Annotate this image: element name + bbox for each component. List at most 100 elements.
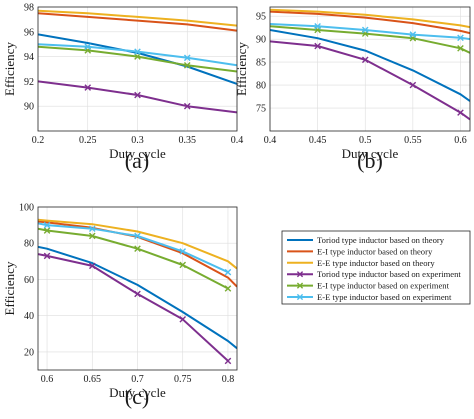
marker-stroke xyxy=(84,84,92,91)
data-point-marker xyxy=(457,109,464,116)
series-line xyxy=(38,222,229,274)
legend-marker xyxy=(296,271,304,278)
data-point-marker xyxy=(134,232,141,240)
marker-stroke xyxy=(179,315,187,323)
data-point-marker xyxy=(134,91,141,99)
marker-stroke xyxy=(88,262,96,270)
data-point-marker xyxy=(179,261,187,269)
marker-stroke xyxy=(409,81,417,89)
series-line xyxy=(38,253,229,362)
series-line xyxy=(38,245,237,350)
y-axis-label: Efficiency xyxy=(2,261,17,315)
data-point-marker xyxy=(409,81,417,89)
panel-label: (b) xyxy=(357,148,383,173)
data-point-marker xyxy=(224,285,232,292)
chart-panel-3: 0.6 0.65 0.7 0.75 0.8 20 40 60 80 100 Duty cycle Ef… xyxy=(2,203,238,409)
y-tick-label: 100 xyxy=(19,203,34,214)
data-point-marker xyxy=(134,48,141,55)
data-point-marker xyxy=(183,54,191,62)
plot-frame xyxy=(269,6,471,132)
series-line xyxy=(38,227,229,290)
series-group xyxy=(38,218,237,270)
series-group xyxy=(38,80,237,114)
legend-label: E-E type inductor based on theory xyxy=(317,258,435,268)
marker-stroke xyxy=(224,357,232,365)
x-tick-label: 0.5 xyxy=(359,135,372,146)
marker-stroke xyxy=(457,34,464,42)
y-tick-label: 92 xyxy=(24,77,34,88)
legend-entry: Toriod type inductor based on theory xyxy=(287,235,445,245)
series-group xyxy=(38,221,232,276)
y-axis-label: Efficiency xyxy=(2,42,17,96)
legend: Toriod type inductor based on theoryE-I … xyxy=(281,230,471,305)
series-group xyxy=(38,33,237,85)
x-tick-label: 0.6 xyxy=(41,374,54,385)
y-tick-label: 90 xyxy=(256,35,266,46)
x-tick-label: 0.8 xyxy=(222,374,235,385)
series-group xyxy=(38,227,232,292)
x-tick-label: 0.4 xyxy=(231,135,244,146)
data-point-marker xyxy=(361,26,369,34)
marker-stroke xyxy=(361,26,369,34)
data-point-marker xyxy=(224,357,232,365)
marker-stroke xyxy=(361,56,369,64)
chart-panel-1: 0.2 0.25 0.3 0.35 0.4 90 92 94 96 98 Duty cycle Eff… xyxy=(2,3,243,174)
marker-stroke xyxy=(457,109,464,116)
legend-entry: Toriod type inductor based on experiment xyxy=(287,269,461,279)
series-line xyxy=(38,218,237,270)
legend-marker xyxy=(296,293,304,301)
panel-label: (a) xyxy=(125,148,149,173)
marker-stroke xyxy=(134,245,141,252)
x-tick-label: 0.2 xyxy=(32,135,45,146)
data-point-marker xyxy=(179,315,187,323)
legend-label: E-E type inductor based on experiment xyxy=(317,292,452,302)
marker-stroke xyxy=(88,232,96,240)
series-line xyxy=(38,9,237,27)
series-group xyxy=(38,245,237,350)
series-group xyxy=(270,40,470,121)
legend-entry: E-E type inductor based on experiment xyxy=(287,292,452,302)
marker-stroke xyxy=(134,290,141,298)
legend-marker xyxy=(296,282,304,289)
marker-stroke xyxy=(409,31,417,38)
marker-stroke xyxy=(43,221,51,229)
y-tick-label: 75 xyxy=(256,104,266,115)
data-point-marker xyxy=(314,22,321,30)
x-axis-label: Duty cycle xyxy=(109,146,166,161)
legend-label: E-I type inductor based on theory xyxy=(317,246,433,256)
data-point-marker xyxy=(361,56,369,64)
x-axis-label: Duty cycle xyxy=(342,146,399,161)
legend-label: E-I type inductor based on experiment xyxy=(317,281,450,291)
data-point-marker xyxy=(183,102,191,110)
legend-label: Toriod type inductor based on experiment xyxy=(317,269,461,279)
chart-panel-2: 0.4 0.45 0.5 0.55 0.6 75 80 85 90 95 Duty cycle Eff… xyxy=(234,6,471,173)
series-line xyxy=(270,8,470,29)
series-line xyxy=(270,29,470,102)
x-tick-label: 0.65 xyxy=(84,374,102,385)
x-tick-label: 0.4 xyxy=(264,135,277,146)
marker-stroke xyxy=(134,91,141,99)
series-group xyxy=(270,8,470,29)
marker-stroke xyxy=(43,252,51,260)
y-tick-label: 95 xyxy=(256,12,266,23)
x-tick-label: 0.55 xyxy=(404,135,422,146)
y-tick-label: 60 xyxy=(24,275,34,286)
marker-stroke xyxy=(179,248,187,255)
marker-stroke xyxy=(457,45,464,52)
plot-frame xyxy=(37,6,238,132)
marker-stroke xyxy=(179,261,187,269)
marker-stroke xyxy=(224,268,232,276)
data-point-marker xyxy=(88,262,96,270)
marker-stroke xyxy=(314,22,321,30)
series-group xyxy=(38,43,237,67)
series-group xyxy=(38,252,232,365)
x-tick-label: 0.6 xyxy=(454,135,467,146)
data-point-marker xyxy=(457,34,464,42)
marker-stroke xyxy=(134,48,141,55)
data-point-marker xyxy=(183,61,191,69)
x-tick-label: 0.25 xyxy=(79,135,97,146)
series-line xyxy=(38,12,237,32)
data-point-marker xyxy=(88,225,96,233)
series-group xyxy=(38,9,237,27)
